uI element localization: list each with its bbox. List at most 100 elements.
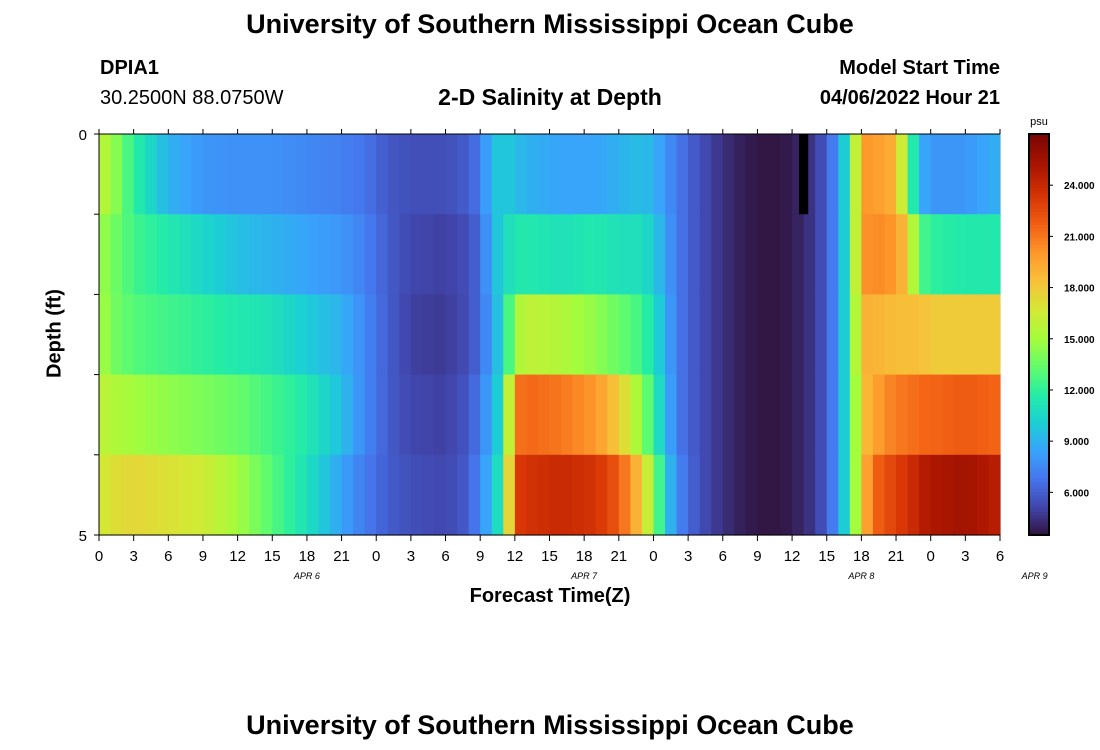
heatmap-cell [480, 374, 493, 456]
colorbar-segment [1029, 244, 1049, 249]
heatmap-cell [572, 214, 585, 295]
heatmap-cell [364, 294, 377, 376]
heatmap-cell [907, 294, 920, 376]
x-tick-label: 12 [507, 548, 524, 565]
heatmap-cell [976, 374, 990, 456]
x-tick-label: 9 [753, 548, 761, 565]
colorbar-segment [1029, 224, 1049, 229]
heatmap-cell [537, 134, 551, 215]
heatmap-cell [884, 294, 897, 376]
heatmap-cell [168, 214, 181, 295]
heatmap-cell [341, 374, 354, 456]
heatmap-cell [410, 374, 424, 456]
date-label: APR 8 [847, 571, 874, 581]
x-tick-label: 15 [818, 548, 835, 565]
heatmap-cell [399, 214, 412, 295]
x-tick-label: 3 [961, 548, 969, 565]
heatmap-cell [872, 294, 886, 376]
colorbar-segment [1029, 210, 1049, 215]
heatmap-cell [699, 454, 712, 536]
heatmap-cell [711, 214, 724, 295]
x-tick-label: 18 [299, 548, 316, 565]
heatmap-cell [480, 134, 493, 215]
colorbar-segment [1029, 474, 1049, 479]
heatmap-cell [249, 294, 262, 376]
heatmap-cell [306, 214, 320, 295]
heatmap-cell [618, 374, 631, 456]
heatmap-cell [122, 214, 135, 295]
colorbar-segment [1029, 344, 1049, 349]
heatmap-cell [272, 294, 285, 376]
heatmap-cell [341, 214, 354, 295]
colorbar-segment [1029, 281, 1049, 285]
heatmap-cell [653, 454, 666, 536]
heatmap-cell [607, 214, 620, 295]
heatmap-cell [942, 374, 955, 456]
colorbar-segment [1029, 254, 1049, 259]
colorbar-segment [1029, 418, 1049, 422]
heatmap-cell [110, 374, 123, 456]
heatmap-cell [561, 134, 574, 215]
heatmap-cell [884, 374, 897, 456]
heatmap-cell [214, 134, 227, 215]
heatmap-cell [202, 454, 216, 536]
heatmap-cell [688, 214, 701, 295]
colorbar-segment [1029, 347, 1049, 352]
x-tick-label: 3 [407, 548, 415, 565]
heatmap-cell [283, 214, 296, 295]
heatmap-cell [722, 214, 735, 295]
colorbar-segment [1029, 301, 1049, 306]
colorbar-segment [1029, 167, 1049, 172]
heatmap-cell [133, 214, 146, 295]
heatmap-cell [122, 294, 135, 376]
heatmap-cell [237, 294, 250, 376]
heatmap-cell [976, 134, 990, 215]
heatmap-cell [514, 214, 527, 295]
heatmap-cell [387, 374, 400, 456]
colorbar-segment [1029, 521, 1049, 526]
heatmap-cell [526, 214, 539, 295]
heatmap-cell [133, 454, 146, 536]
colorbar-segment [1029, 528, 1049, 533]
heatmap-cell [226, 374, 239, 456]
heatmap-cell [318, 134, 331, 215]
colorbar-tick-label: 18.000 [1064, 284, 1095, 295]
heatmap-cell [630, 454, 643, 536]
heatmap-cell [930, 134, 943, 215]
heatmap-cell [641, 374, 655, 456]
heatmap-cell [953, 454, 966, 536]
colorbar-segment [1029, 204, 1049, 209]
heatmap-cell [688, 374, 701, 456]
heatmap-cell [526, 374, 539, 456]
footer-title: University of Southern Mississippi Ocean… [246, 710, 854, 740]
colorbar-segment [1029, 260, 1049, 265]
heatmap-cell [872, 134, 886, 215]
heatmap-cell [110, 294, 123, 376]
heatmap-cell [202, 294, 216, 376]
heatmap-cell [838, 374, 851, 456]
heatmap-cell [699, 134, 712, 215]
station-coordinates: 30.2500N 88.0750W [100, 87, 284, 109]
colorbar-segment [1029, 314, 1049, 319]
heatmap-cell [110, 454, 123, 536]
colorbar-segment [1029, 324, 1049, 329]
heatmap-cell [930, 454, 943, 536]
heatmap-cell [272, 134, 285, 215]
heatmap-cell [422, 294, 435, 376]
heatmap-cell [491, 454, 504, 536]
heatmap-cell [665, 374, 678, 456]
heatmap-cell [757, 294, 770, 376]
heatmap-cell [133, 134, 146, 215]
heatmap-cell [549, 294, 562, 376]
heatmap-cell [549, 454, 562, 536]
colorbar-segment [1029, 341, 1049, 346]
heatmap-cell [734, 214, 747, 295]
heatmap-cell [226, 294, 239, 376]
heatmap-cell [364, 454, 377, 536]
heatmap-cell [780, 294, 793, 376]
heatmap-cell [410, 214, 424, 295]
colorbar-segment [1029, 250, 1049, 255]
heatmap-cell [445, 374, 458, 456]
colorbar-segment [1029, 481, 1049, 486]
heatmap-cell [318, 294, 331, 376]
